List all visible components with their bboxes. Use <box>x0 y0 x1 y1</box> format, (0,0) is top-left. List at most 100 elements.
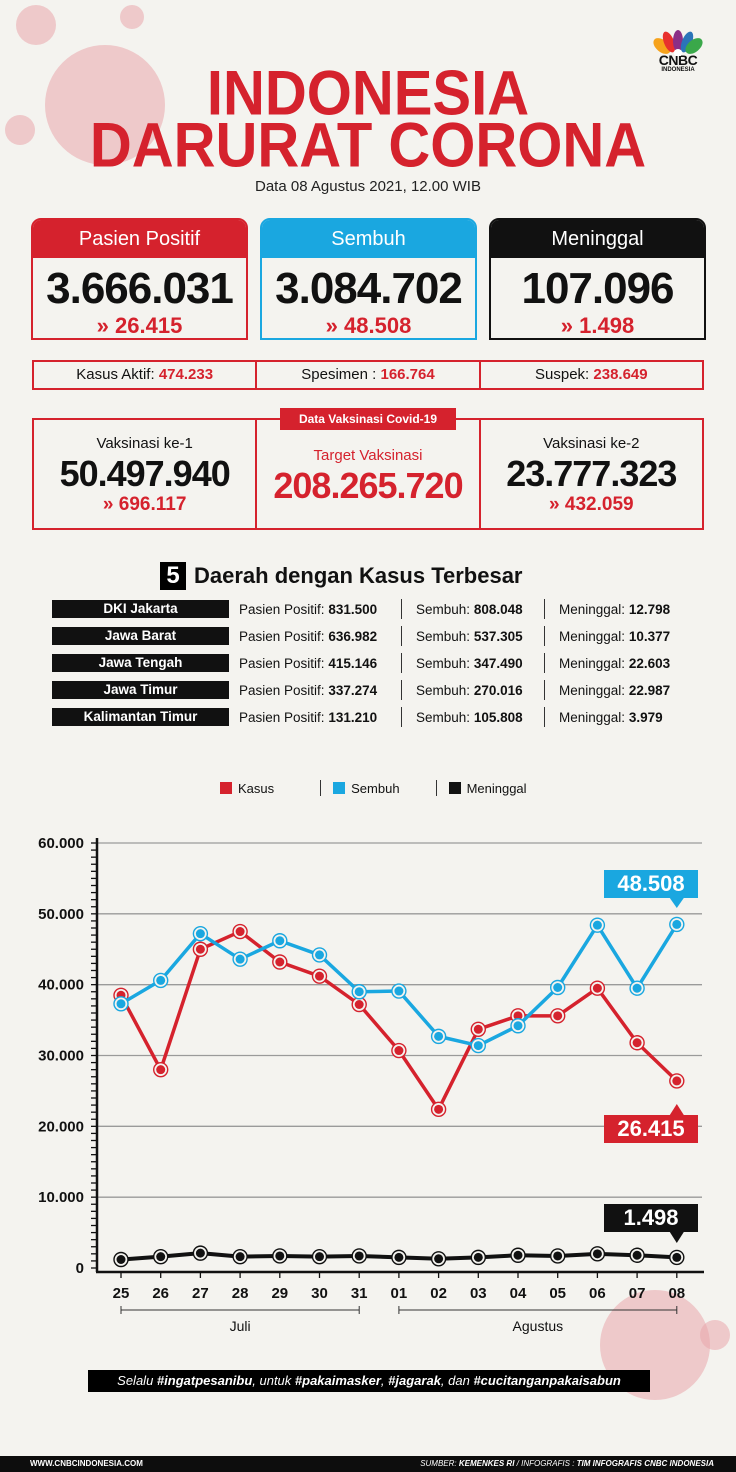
data-point <box>156 1252 166 1262</box>
data-point <box>315 971 324 981</box>
data-point <box>592 1249 602 1259</box>
data-point <box>195 1248 205 1258</box>
data-point <box>235 927 245 937</box>
x-tick-label: 01 <box>391 1285 408 1302</box>
summary-suspek: Suspek: 238.649 <box>481 362 702 388</box>
data-point <box>156 1065 166 1075</box>
month-label: Agustus <box>513 1318 564 1334</box>
value: 12.798 <box>628 601 671 617</box>
divider <box>401 599 402 619</box>
summary-value: 474.233 <box>158 366 214 383</box>
data-date: Data 08 Agustus 2021, 12.00 WIB <box>255 178 481 195</box>
text: Selalu <box>117 1373 157 1388</box>
value: 22.987 <box>628 682 671 698</box>
divider <box>401 653 402 673</box>
divider <box>544 599 545 619</box>
divider <box>544 626 545 646</box>
y-tick-label: 60.000 <box>38 835 84 852</box>
hashtag: #cucitanganpakaisabun <box>473 1373 621 1388</box>
region-positif: Pasien Positif: 831.500 <box>239 602 387 617</box>
region-sembuh: Sembuh: 347.490 <box>416 656 530 671</box>
logo-subtext: INDONESIA <box>661 67 695 73</box>
card-sembuh-value: 3.084.702 <box>275 264 463 313</box>
y-tick-label: 40.000 <box>38 977 84 994</box>
hashtag: #pakaimasker <box>294 1373 381 1388</box>
data-point <box>275 957 285 967</box>
card-meninggal-delta: » 1.498 <box>491 314 704 338</box>
data-point <box>473 1024 483 1034</box>
divider <box>320 780 322 796</box>
vax-target: Target Vaksinasi 208.265.720 <box>257 420 481 528</box>
x-tick-label: 07 <box>629 1285 646 1302</box>
region-sembuh: Sembuh: 537.305 <box>416 629 530 644</box>
legend-swatch-sembuh <box>333 782 346 794</box>
x-tick-label: 04 <box>510 1285 527 1302</box>
label: Pasien Positif: <box>239 628 325 644</box>
data-point <box>235 1252 245 1262</box>
label: Sembuh: <box>416 601 471 617</box>
data-point <box>275 1251 285 1261</box>
data-point <box>394 1046 404 1056</box>
data-point <box>434 1031 444 1041</box>
line-chart: 0 10.000 20.000 30.000 40.000 50.000 60.000 25 2… <box>38 835 704 1334</box>
value: 808.048 <box>473 601 523 617</box>
summary-label: Spesimen : <box>301 366 377 383</box>
annotation-kasus: 26.415 <box>604 1115 698 1143</box>
data-point <box>156 975 166 985</box>
data-point <box>315 950 324 960</box>
label: Sembuh: <box>416 682 471 698</box>
summary-value: 166.764 <box>380 366 435 383</box>
delta-value: 1.498 <box>579 313 635 338</box>
card-sembuh-header: Sembuh <box>262 220 475 258</box>
label: Meninggal: <box>559 628 626 644</box>
value: 22.603 <box>628 655 671 671</box>
x-tick-label: 06 <box>589 1285 606 1302</box>
card-positif-header: Pasien Positif <box>33 220 246 258</box>
value: 347.490 <box>473 655 523 671</box>
card-meninggal-header: Meninggal <box>491 220 704 258</box>
x-tick-label: 29 <box>271 1285 288 1302</box>
label: Sembuh: <box>416 655 471 671</box>
value: 831.500 <box>328 601 378 617</box>
card-positif-value: 3.666.031 <box>46 264 234 313</box>
double-chevron-up-icon: » <box>96 313 109 338</box>
region-row: Jawa Barat Pasien Positif: 636.982 Sembu… <box>52 626 670 646</box>
value: 105.808 <box>473 709 523 725</box>
y-tick-label: 10.000 <box>38 1189 84 1206</box>
data-point <box>394 1252 404 1262</box>
data-point <box>513 1250 523 1260</box>
legend-swatch-meninggal <box>448 782 461 794</box>
x-tick-label: 30 <box>311 1285 328 1302</box>
data-point <box>195 944 205 954</box>
summary-label: Kasus Aktif: <box>76 366 155 383</box>
data-point <box>553 1251 563 1261</box>
legend-meninggal: Meninggal <box>466 780 527 796</box>
region-name: Jawa Tengah <box>52 654 229 672</box>
card-positif-delta: » 26.415 <box>33 314 246 338</box>
virus-decoration <box>16 5 56 45</box>
annotation-meninggal: 1.498 <box>604 1204 698 1232</box>
vax-dose2: Vaksinasi ke-2 23.777.323 » 432.059 <box>481 420 702 528</box>
region-row: Kalimantan Timur Pasien Positif: 131.210… <box>52 707 663 727</box>
region-row: Jawa Timur Pasien Positif: 337.274 Sembu… <box>52 680 670 700</box>
label: Meninggal: <box>559 655 626 671</box>
delta-value: 432.059 <box>564 494 634 515</box>
divider <box>544 680 545 700</box>
vax-target-value: 208.265.720 <box>273 465 463 506</box>
data-point <box>354 1000 364 1009</box>
month-label: Juli <box>230 1318 251 1334</box>
x-tick-label: 02 <box>430 1285 447 1302</box>
legend-swatch-kasus <box>220 782 232 794</box>
x-tick-label: 31 <box>351 1285 368 1302</box>
data-point <box>632 1038 642 1048</box>
vax-target-label: Target Vaksinasi <box>313 447 423 464</box>
text: , <box>380 1373 389 1388</box>
double-chevron-up-icon: » <box>549 494 560 515</box>
website-link[interactable]: WWW.CNBCINDONESIA.COM <box>30 1459 143 1468</box>
value: 636.982 <box>328 628 378 644</box>
value: 415.146 <box>328 655 378 671</box>
data-point <box>434 1254 444 1264</box>
regions-heading: Daerah dengan Kasus Terbesar <box>194 563 523 588</box>
region-name: DKI Jakarta <box>52 600 229 618</box>
footer-bar: WWW.CNBCINDONESIA.COM SUMBER: KEMENKES R… <box>0 1456 736 1472</box>
